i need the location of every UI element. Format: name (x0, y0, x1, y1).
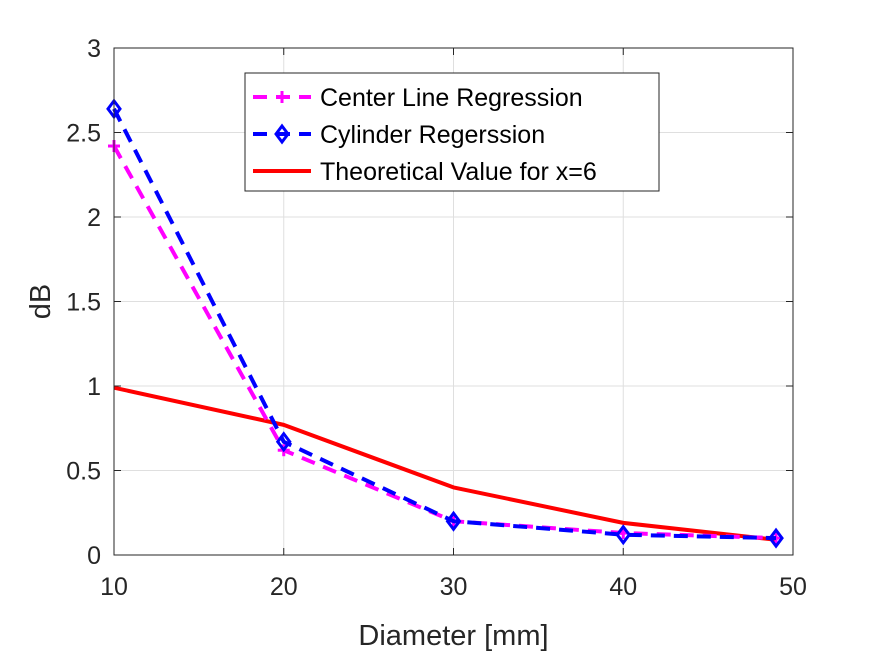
y-tick-label: 3 (87, 35, 101, 63)
data-point (275, 431, 292, 453)
x-tick-label: 50 (779, 573, 807, 601)
series-3 (113, 385, 777, 542)
data-point (768, 527, 784, 549)
x-tick-label: 10 (100, 573, 128, 601)
series-line (112, 107, 777, 541)
series-line (112, 145, 777, 541)
x-axis-title: Diameter [mm] (358, 620, 548, 652)
y-axis-title: dB (25, 284, 57, 319)
y-axis: 0 0.5 1 1.5 2 2.5 3 (66, 35, 793, 570)
legend-entry: Theoretical Value for x=6 (253, 158, 597, 186)
y-tick-label: 0 (87, 542, 101, 570)
x-tick-label: 40 (609, 573, 637, 601)
data-point (615, 524, 632, 546)
legend-box (244, 72, 660, 192)
legend-label: Theoretical Value for x=6 (320, 158, 597, 186)
legend-marker (274, 123, 290, 145)
plot-area (106, 98, 784, 549)
legend-entry: Cylinder Regerssion (253, 121, 545, 149)
x-tick-label: 30 (440, 573, 468, 601)
legend-label: Center Line Regression (320, 84, 583, 112)
x-axis: 10 20 30 40 50 (100, 48, 807, 601)
y-tick-label: 2.5 (66, 120, 101, 148)
y-tick-label: 1 (87, 373, 101, 401)
series-line (113, 385, 777, 542)
y-tick-label: 1.5 (66, 289, 101, 317)
legend-entry: Center Line Regression (253, 84, 583, 112)
y-tick-label: 0.5 (66, 458, 101, 486)
legend-label: Cylinder Regerssion (320, 121, 545, 149)
legend: Center Line Regression Cylinder Regerssio… (244, 72, 660, 192)
y-tick-label: 2 (87, 204, 101, 232)
data-point (445, 510, 462, 532)
x-tick-label: 20 (270, 573, 298, 601)
legend-marker (276, 91, 288, 103)
